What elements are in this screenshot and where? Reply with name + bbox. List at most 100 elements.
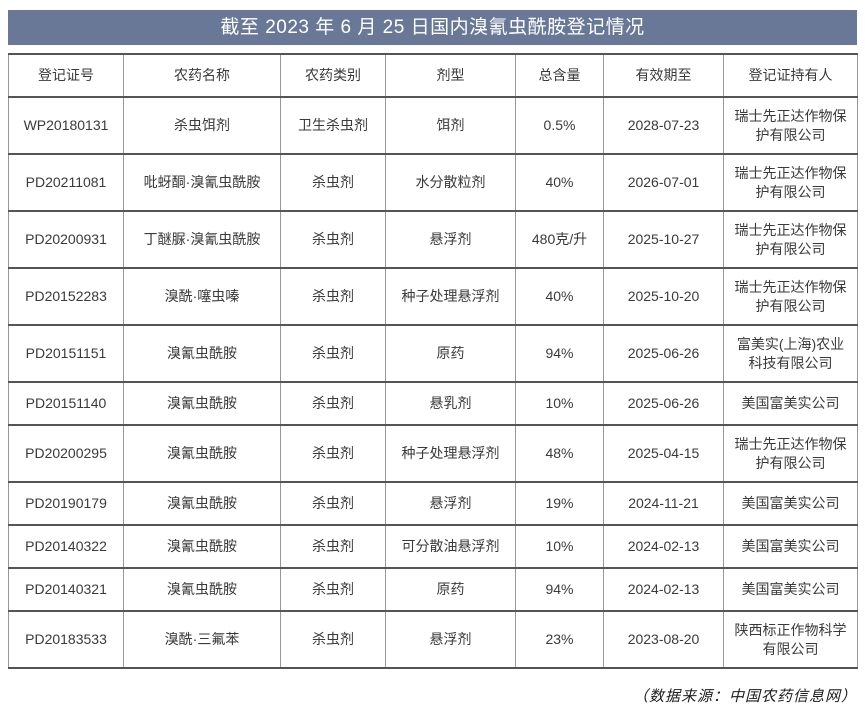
cell-category: 杀虫剂 <box>280 481 386 526</box>
table-row: PD20140321 溴氰虫酰胺 杀虫剂 原药 94% 2024-02-13 美国富美实公司 <box>8 567 858 612</box>
cell-total-content: 40% <box>515 153 604 212</box>
cell-reg-number: PD20200931 <box>8 210 124 269</box>
cell-formulation: 悬浮剂 <box>385 481 516 526</box>
cell-valid-until: 2025-04-15 <box>603 424 724 483</box>
cell-category: 杀虫剂 <box>280 524 386 569</box>
table-title-banner: 截至 2023 年 6 月 25 日国内溴氰虫酰胺登记情况 <box>8 10 857 45</box>
cell-pesticide-name: 丁醚脲·溴氰虫酰胺 <box>123 210 281 269</box>
cell-valid-until: 2024-11-21 <box>603 481 724 526</box>
cell-reg-number: PD20151151 <box>8 324 124 383</box>
cell-reg-number: PD20183533 <box>8 610 124 669</box>
cell-pesticide-name: 溴酰·三氟苯 <box>123 610 281 669</box>
cell-valid-until: 2026-07-01 <box>603 153 724 212</box>
cell-reg-number: PD20140322 <box>8 524 124 569</box>
cell-category: 杀虫剂 <box>280 610 386 669</box>
cell-reg-number: PD20200295 <box>8 424 124 483</box>
table-row: WP20180131 杀虫饵剂 卫生杀虫剂 饵剂 0.5% 2028-07-23 瑞士先正达… <box>8 96 858 155</box>
table-row: PD20211081 吡蚜酮·溴氰虫酰胺 杀虫剂 水分散粒剂 40% 2026-07-01… <box>8 153 858 212</box>
cell-pesticide-name: 溴酰·噻虫嗪 <box>123 267 281 326</box>
cell-holder: 瑞士先正达作物保护有限公司 <box>723 424 858 483</box>
cell-total-content: 94% <box>515 567 604 612</box>
cell-pesticide-name: 溴氰虫酰胺 <box>123 481 281 526</box>
cell-valid-until: 2025-06-26 <box>603 324 724 383</box>
column-header-category: 农药类别 <box>280 53 386 98</box>
table-row: PD20200931 丁醚脲·溴氰虫酰胺 杀虫剂 悬浮剂 480克/升 2025-10-2… <box>8 210 858 269</box>
cell-valid-until: 2025-10-27 <box>603 210 724 269</box>
column-header-reg-number: 登记证号 <box>8 53 124 98</box>
cell-formulation: 原药 <box>385 324 516 383</box>
table-row: PD20183533 溴酰·三氟苯 杀虫剂 悬浮剂 23% 2023-08-20 陕西标正作… <box>8 610 858 669</box>
cell-formulation: 原药 <box>385 567 516 612</box>
cell-category: 卫生杀虫剂 <box>280 96 386 155</box>
cell-valid-until: 2025-06-26 <box>603 381 724 426</box>
cell-pesticide-name: 吡蚜酮·溴氰虫酰胺 <box>123 153 281 212</box>
cell-category: 杀虫剂 <box>280 424 386 483</box>
cell-category: 杀虫剂 <box>280 153 386 212</box>
cell-holder: 瑞士先正达作物保护有限公司 <box>723 267 858 326</box>
cell-total-content: 10% <box>515 524 604 569</box>
cell-total-content: 48% <box>515 424 604 483</box>
column-header-content: 总含量 <box>515 53 604 98</box>
cell-category: 杀虫剂 <box>280 381 386 426</box>
cell-category: 杀虫剂 <box>280 324 386 383</box>
cell-category: 杀虫剂 <box>280 210 386 269</box>
cell-valid-until: 2024-02-13 <box>603 524 724 569</box>
cell-valid-until: 2025-10-20 <box>603 267 724 326</box>
cell-pesticide-name: 溴氰虫酰胺 <box>123 524 281 569</box>
registration-table: 登记证号 农药名称 农药类别 剂型 总含量 有效期至 登记证持有人 WP2018… <box>8 53 858 669</box>
cell-holder: 美国富美实公司 <box>723 524 858 569</box>
cell-holder: 美国富美实公司 <box>723 381 858 426</box>
cell-valid-until: 2023-08-20 <box>603 610 724 669</box>
data-source-note: （数据来源：中国农药信息网） <box>632 687 857 705</box>
cell-reg-number: PD20152283 <box>8 267 124 326</box>
cell-pesticide-name: 溴氰虫酰胺 <box>123 381 281 426</box>
cell-reg-number: PD20140321 <box>8 567 124 612</box>
cell-pesticide-name: 溴氰虫酰胺 <box>123 324 281 383</box>
cell-total-content: 23% <box>515 610 604 669</box>
cell-total-content: 94% <box>515 324 604 383</box>
table-body: WP20180131 杀虫饵剂 卫生杀虫剂 饵剂 0.5% 2028-07-23 瑞士先正达… <box>8 96 858 669</box>
cell-category: 杀虫剂 <box>280 567 386 612</box>
column-header-name: 农药名称 <box>123 53 281 98</box>
cell-reg-number: PD20151140 <box>8 381 124 426</box>
cell-pesticide-name: 杀虫饵剂 <box>123 96 281 155</box>
cell-valid-until: 2028-07-23 <box>603 96 724 155</box>
cell-formulation: 种子处理悬浮剂 <box>385 267 516 326</box>
cell-formulation: 饵剂 <box>385 96 516 155</box>
table-row: PD20151151 溴氰虫酰胺 杀虫剂 原药 94% 2025-06-26 富美实(上海)… <box>8 324 858 383</box>
cell-formulation: 可分散油悬浮剂 <box>385 524 516 569</box>
cell-formulation: 悬浮剂 <box>385 610 516 669</box>
cell-holder: 瑞士先正达作物保护有限公司 <box>723 153 858 212</box>
cell-formulation: 种子处理悬浮剂 <box>385 424 516 483</box>
cell-valid-until: 2024-02-13 <box>603 567 724 612</box>
cell-holder: 陕西标正作物科学有限公司 <box>723 610 858 669</box>
table-row: PD20200295 溴氰虫酰胺 杀虫剂 种子处理悬浮剂 48% 2025-04-15 瑞士… <box>8 424 858 483</box>
cell-holder: 美国富美实公司 <box>723 567 858 612</box>
cell-formulation: 悬浮剂 <box>385 210 516 269</box>
cell-formulation: 水分散粒剂 <box>385 153 516 212</box>
table-header: 登记证号 农药名称 农药类别 剂型 总含量 有效期至 登记证持有人 <box>8 53 858 98</box>
table-container: 登记证号 农药名称 农药类别 剂型 总含量 有效期至 登记证持有人 WP2018… <box>8 53 858 669</box>
cell-holder: 富美实(上海)农业科技有限公司 <box>723 324 858 383</box>
table-row: PD20152283 溴酰·噻虫嗪 杀虫剂 种子处理悬浮剂 40% 2025-10-20 瑞… <box>8 267 858 326</box>
column-header-formulation: 剂型 <box>385 53 516 98</box>
cell-pesticide-name: 溴氰虫酰胺 <box>123 424 281 483</box>
cell-total-content: 19% <box>515 481 604 526</box>
cell-reg-number: PD20211081 <box>8 153 124 212</box>
column-header-valid-until: 有效期至 <box>603 53 724 98</box>
cell-holder: 美国富美实公司 <box>723 481 858 526</box>
table-row: PD20190179 溴氰虫酰胺 杀虫剂 悬浮剂 19% 2024-11-21 美国富美实公… <box>8 481 858 526</box>
cell-pesticide-name: 溴氰虫酰胺 <box>123 567 281 612</box>
cell-total-content: 40% <box>515 267 604 326</box>
cell-reg-number: PD20190179 <box>8 481 124 526</box>
header-row: 登记证号 农药名称 农药类别 剂型 总含量 有效期至 登记证持有人 <box>8 53 858 98</box>
cell-reg-number: WP20180131 <box>8 96 124 155</box>
cell-holder: 瑞士先正达作物保护有限公司 <box>723 210 858 269</box>
cell-total-content: 0.5% <box>515 96 604 155</box>
cell-holder: 瑞士先正达作物保护有限公司 <box>723 96 858 155</box>
cell-category: 杀虫剂 <box>280 267 386 326</box>
column-header-holder: 登记证持有人 <box>723 53 858 98</box>
table-row: PD20140322 溴氰虫酰胺 杀虫剂 可分散油悬浮剂 10% 2024-02-13 美国… <box>8 524 858 569</box>
cell-total-content: 480克/升 <box>515 210 604 269</box>
